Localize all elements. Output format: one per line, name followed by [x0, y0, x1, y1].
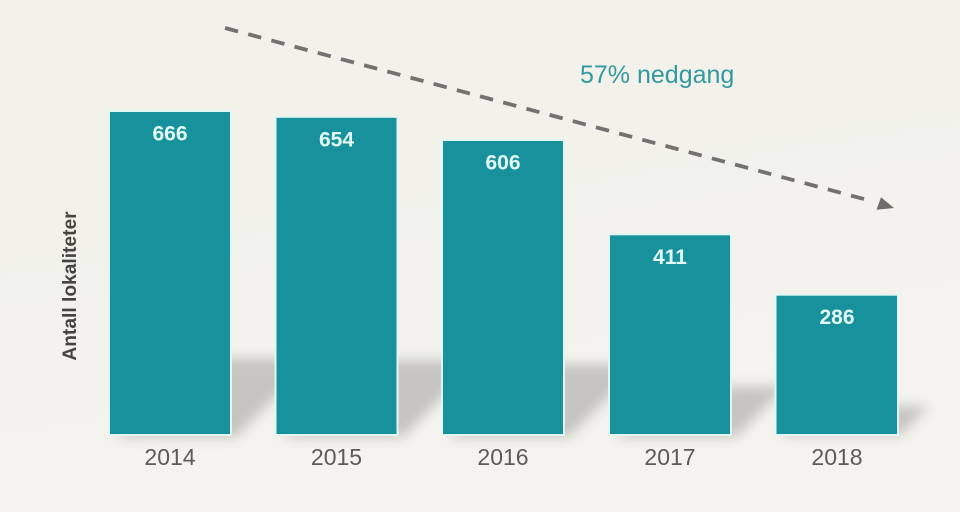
- svg-text:654: 654: [319, 128, 354, 151]
- svg-text:Antall lokaliteter: Antall lokaliteter: [60, 211, 81, 361]
- svg-text:286: 286: [819, 306, 854, 329]
- svg-text:411: 411: [653, 246, 687, 269]
- svg-text:2015: 2015: [311, 444, 362, 470]
- svg-text:666: 666: [152, 123, 187, 146]
- svg-text:2017: 2017: [644, 444, 695, 470]
- svg-text:57% nedgang: 57% nedgang: [580, 61, 734, 89]
- svg-text:2014: 2014: [144, 444, 195, 470]
- svg-text:2018: 2018: [811, 444, 862, 470]
- svg-text:2016: 2016: [477, 444, 528, 470]
- svg-text:606: 606: [485, 152, 520, 175]
